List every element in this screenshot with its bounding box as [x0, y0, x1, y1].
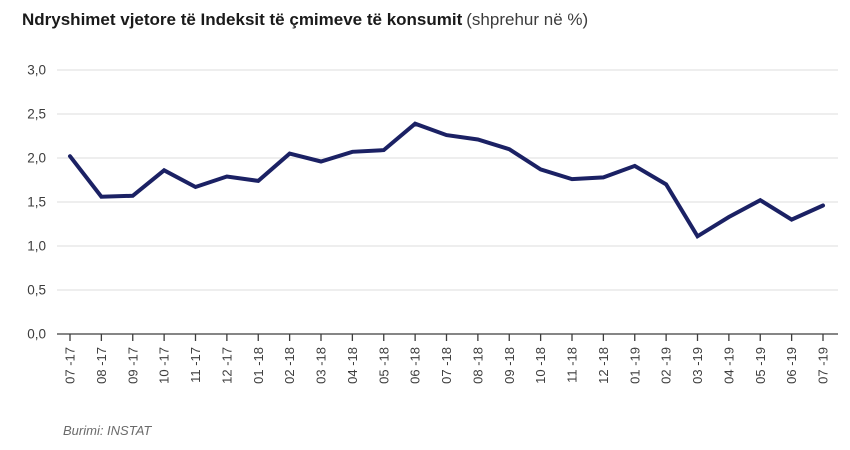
x-tick-label: 12 -17: [219, 347, 234, 384]
y-tick-label: 2,0: [27, 151, 46, 166]
x-tick-label: 05 -19: [753, 347, 768, 384]
x-tick-label: 09 -18: [502, 347, 517, 384]
y-tick-label: 2,5: [27, 107, 46, 122]
y-tick-label: 1,5: [27, 195, 46, 210]
y-tick-label: 0,5: [27, 283, 46, 298]
x-tick-label: 07 -18: [439, 347, 454, 384]
x-tick-label: 11 -17: [188, 347, 203, 383]
x-tick-label: 03 -18: [314, 347, 329, 384]
x-tick-label: 01 -18: [251, 347, 266, 384]
x-tick-label: 06 -19: [784, 347, 799, 384]
x-tick-label: 01 -19: [627, 347, 642, 384]
x-tick-label: 12 -18: [596, 347, 611, 384]
x-tick-label: 10 -18: [533, 347, 548, 384]
x-tick-label: 05 -18: [376, 347, 391, 384]
x-tick-label: 07 -17: [63, 347, 78, 384]
x-tick-label: 09 -17: [125, 347, 140, 384]
chart-title-main: Ndryshimet vjetore të Indeksit të çmimev…: [22, 10, 463, 29]
y-tick-label: 0,0: [27, 327, 46, 342]
x-tick-label: 03 -19: [690, 347, 705, 384]
x-tick-label: 02 -19: [659, 347, 674, 384]
y-tick-label: 1,0: [27, 239, 46, 254]
source-note: Burimi: INSTAT: [63, 423, 152, 438]
x-tick-label: 10 -17: [157, 347, 172, 384]
x-tick-label: 07 -19: [816, 347, 831, 384]
chart-title-subtitle: (shprehur në %): [466, 10, 589, 29]
x-tick-label: 08 -18: [470, 347, 485, 384]
x-tick-label: 06 -18: [408, 347, 423, 384]
x-tick-label: 02 -18: [282, 347, 297, 384]
cpi-series-line: [68, 121, 825, 240]
y-tick-label: 3,0: [27, 63, 46, 78]
x-tick-label: 11 -18: [565, 347, 580, 383]
chart-title: Ndryshimet vjetore të Indeksit të çmimev…: [22, 9, 588, 31]
x-tick-label: 04 -18: [345, 347, 360, 384]
x-tick-label: 04 -19: [721, 347, 736, 384]
x-tick-label: 08 -17: [94, 347, 109, 384]
